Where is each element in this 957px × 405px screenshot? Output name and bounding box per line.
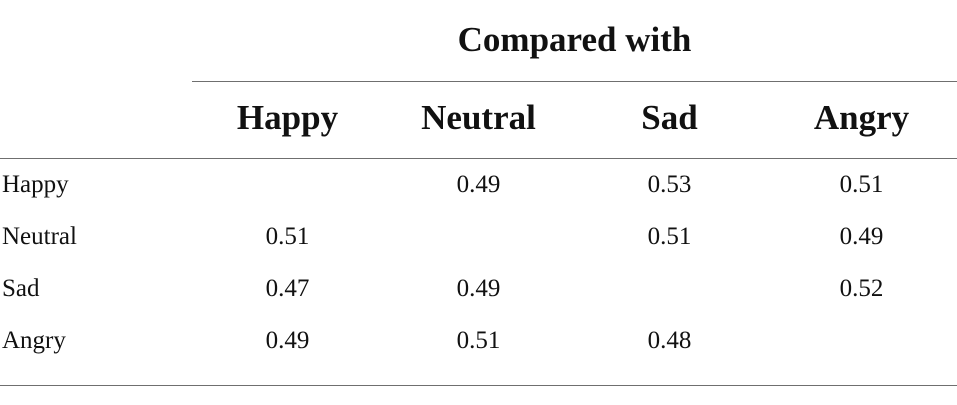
group-header-rule xyxy=(192,81,957,82)
row-label-angry: Angry xyxy=(2,327,66,354)
column-header-angry: Angry xyxy=(813,98,910,137)
column-header-neutral: Neutral xyxy=(421,98,536,137)
table-cell: 0.52 xyxy=(839,275,884,302)
row-label-sad: Sad xyxy=(2,275,40,302)
header-rule xyxy=(0,158,957,159)
table-cell: 0.51 xyxy=(647,223,692,250)
table-cell: 0.48 xyxy=(647,327,692,354)
row-label-happy: Happy xyxy=(2,171,69,198)
table-cell: 0.49 xyxy=(456,171,501,198)
table-cell: 0.51 xyxy=(265,223,310,250)
table-cell: 0.51 xyxy=(839,171,884,198)
table-cell: 0.49 xyxy=(456,275,501,302)
group-header: Compared with xyxy=(457,20,692,59)
table-cell: 0.51 xyxy=(456,327,501,354)
column-header-sad: Sad xyxy=(641,98,698,137)
column-header-happy: Happy xyxy=(236,98,339,137)
table-cell: 0.49 xyxy=(839,223,884,250)
table-cell: 0.47 xyxy=(265,275,310,302)
table-cell: 0.49 xyxy=(265,327,310,354)
row-label-neutral: Neutral xyxy=(2,223,77,250)
bottom-rule xyxy=(0,385,957,386)
table-cell: 0.53 xyxy=(647,171,692,198)
